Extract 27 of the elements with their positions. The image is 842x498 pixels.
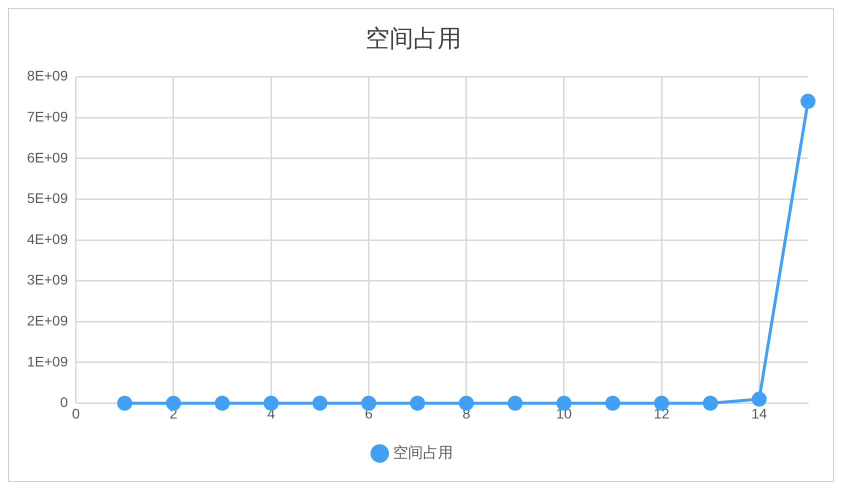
- y-tick-label: 5E+09: [26, 190, 68, 206]
- point: [166, 396, 181, 411]
- point: [214, 396, 230, 411]
- y-tick-label: 6E+09: [26, 149, 68, 166]
- y-tick-label: 1E+09: [26, 353, 68, 370]
- point: [312, 396, 328, 411]
- point: [117, 396, 132, 411]
- y-tick-label: 4E+09: [26, 230, 68, 247]
- chart-title: 空间占用: [366, 24, 462, 53]
- y-tick-label: 3E+09: [26, 272, 68, 288]
- point: [264, 396, 279, 411]
- y-tick-label: 0: [60, 394, 68, 410]
- x-tick-label: 0: [72, 405, 80, 422]
- y-tick-label: 2E+09: [26, 312, 68, 328]
- point: [458, 396, 474, 411]
- y-tick-label: 8E+09: [26, 68, 68, 84]
- point: [605, 396, 620, 411]
- y-tick-label: 7E+09: [26, 108, 68, 124]
- point: [508, 396, 523, 411]
- legend-label: 空间占用: [392, 443, 453, 462]
- point: [361, 396, 376, 411]
- x-tick-label: 10: [556, 405, 572, 422]
- point: [800, 94, 816, 109]
- point: [752, 392, 767, 407]
- point: [410, 396, 426, 411]
- x-tick-label: 14: [751, 405, 768, 422]
- point: [702, 396, 718, 411]
